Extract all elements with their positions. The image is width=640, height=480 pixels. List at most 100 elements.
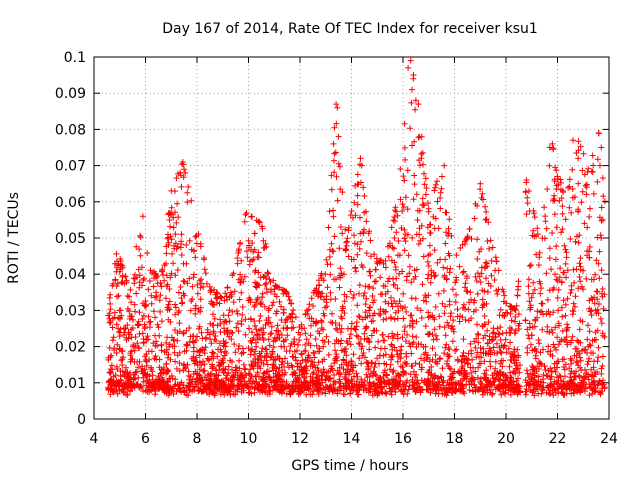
data-point <box>149 368 156 375</box>
data-point <box>266 368 272 375</box>
data-point <box>216 361 223 368</box>
data-point <box>576 274 583 280</box>
data-point <box>575 206 582 213</box>
data-point <box>169 375 176 382</box>
data-point <box>263 280 270 287</box>
data-point <box>231 341 238 348</box>
data-point <box>496 344 503 351</box>
data-point <box>303 336 310 343</box>
data-point <box>480 196 487 203</box>
data-point <box>216 300 223 307</box>
data-point <box>292 354 299 361</box>
data-point <box>407 371 414 378</box>
data-point <box>363 359 370 366</box>
data-point <box>489 372 496 379</box>
data-point <box>233 324 240 331</box>
data-point <box>403 370 409 377</box>
data-point <box>236 296 243 303</box>
data-point <box>441 324 448 331</box>
data-point <box>580 267 587 274</box>
data-point <box>139 264 145 271</box>
data-point <box>388 224 395 231</box>
data-point <box>116 333 123 340</box>
data-point <box>539 387 546 394</box>
data-point <box>241 218 248 225</box>
data-point <box>601 385 608 392</box>
data-point <box>564 341 571 348</box>
data-point <box>242 211 249 218</box>
data-point <box>442 240 449 247</box>
data-point <box>112 383 118 389</box>
data-point <box>552 164 559 171</box>
data-point <box>366 228 373 235</box>
data-point <box>531 323 538 330</box>
data-point <box>225 363 232 370</box>
data-point <box>330 248 337 255</box>
data-point <box>380 282 387 289</box>
data-point <box>116 307 123 314</box>
data-point <box>489 330 496 337</box>
data-point <box>581 171 588 178</box>
data-point <box>411 181 418 188</box>
data-point <box>464 357 471 364</box>
data-point <box>554 277 561 284</box>
data-point <box>361 336 368 343</box>
data-point <box>421 181 428 188</box>
data-point <box>345 253 352 260</box>
data-point <box>522 188 529 195</box>
data-point <box>335 160 342 167</box>
data-point <box>123 391 130 398</box>
data-point <box>123 277 130 284</box>
data-point <box>546 255 553 262</box>
data-point <box>356 314 363 321</box>
data-point <box>369 293 376 299</box>
data-point <box>174 337 181 344</box>
data-point <box>246 389 253 396</box>
data-point <box>137 252 144 259</box>
data-point <box>420 344 427 350</box>
data-point <box>412 295 419 302</box>
data-point <box>318 372 325 379</box>
data-point <box>186 325 193 331</box>
data-point <box>507 339 514 346</box>
data-point <box>278 343 285 350</box>
data-point <box>581 220 588 227</box>
data-point <box>254 331 260 338</box>
data-point <box>480 385 487 391</box>
data-point <box>308 295 315 302</box>
data-point <box>362 301 369 308</box>
data-point <box>567 236 574 242</box>
data-point <box>142 357 149 363</box>
data-point <box>354 302 361 309</box>
data-point <box>157 280 164 286</box>
data-point <box>458 382 465 389</box>
data-point <box>479 296 486 303</box>
data-point <box>547 387 554 394</box>
data-point <box>168 187 175 194</box>
x-tick-label: 10 <box>240 431 258 447</box>
data-point <box>434 198 441 205</box>
data-point <box>336 163 343 170</box>
data-point <box>331 157 337 164</box>
data-point <box>558 304 565 311</box>
data-point <box>194 358 200 365</box>
data-point <box>155 324 162 331</box>
data-point <box>567 370 574 377</box>
data-point <box>413 344 420 350</box>
data-point <box>566 365 573 372</box>
data-point <box>580 150 587 157</box>
data-point <box>184 199 191 206</box>
data-point <box>167 223 173 230</box>
data-point <box>188 197 195 204</box>
data-point <box>249 346 256 353</box>
data-point <box>488 257 495 264</box>
data-point <box>276 298 283 305</box>
data-point <box>594 234 601 241</box>
data-point <box>401 226 408 233</box>
data-point <box>469 387 476 394</box>
data-point <box>215 372 222 379</box>
data-point <box>252 269 258 275</box>
data-point <box>246 371 253 378</box>
data-point <box>513 378 520 384</box>
data-point <box>253 326 260 333</box>
